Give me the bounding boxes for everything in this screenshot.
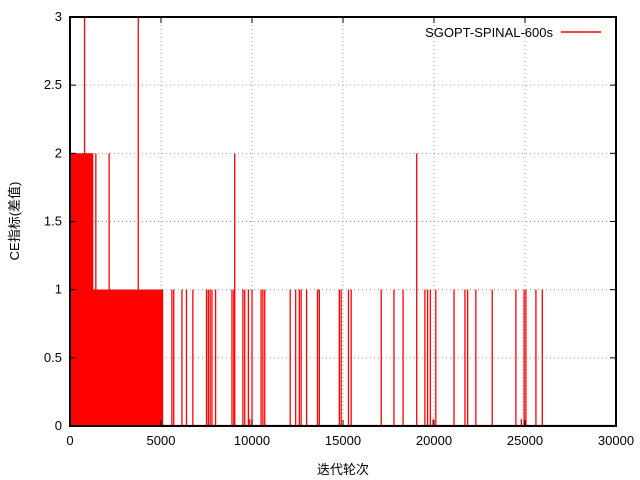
x-tick-label: 15000 xyxy=(325,433,361,448)
y-tick-label: 0.5 xyxy=(44,350,62,365)
x-tick-label: 0 xyxy=(66,433,73,448)
x-tick-label: 20000 xyxy=(416,433,452,448)
legend: SGOPT-SPINAL-600s xyxy=(425,25,601,40)
y-tick-label: 1.5 xyxy=(44,214,62,229)
y-tick-label: 2.5 xyxy=(44,77,62,92)
y-axis-label: CE指标(差值) xyxy=(7,182,22,261)
series-dense-fill xyxy=(117,289,163,426)
series-dense-fill xyxy=(92,289,118,426)
series-sgopt-spinal-600s xyxy=(69,17,616,427)
y-tick-label: 1 xyxy=(55,282,62,297)
y-tick-label: 0 xyxy=(55,418,62,433)
x-axis-label: 迭代轮次 xyxy=(317,462,369,477)
grid xyxy=(70,17,616,426)
x-tick-label: 30000 xyxy=(598,433,634,448)
plot-frame xyxy=(69,16,617,427)
y-tick-label: 2 xyxy=(55,145,62,160)
x-tick-label: 5000 xyxy=(147,433,176,448)
x-tick-label: 10000 xyxy=(234,433,270,448)
x-tick-label: 25000 xyxy=(507,433,543,448)
legend-label: SGOPT-SPINAL-600s xyxy=(425,25,553,40)
y-tick-label: 3 xyxy=(55,9,62,24)
